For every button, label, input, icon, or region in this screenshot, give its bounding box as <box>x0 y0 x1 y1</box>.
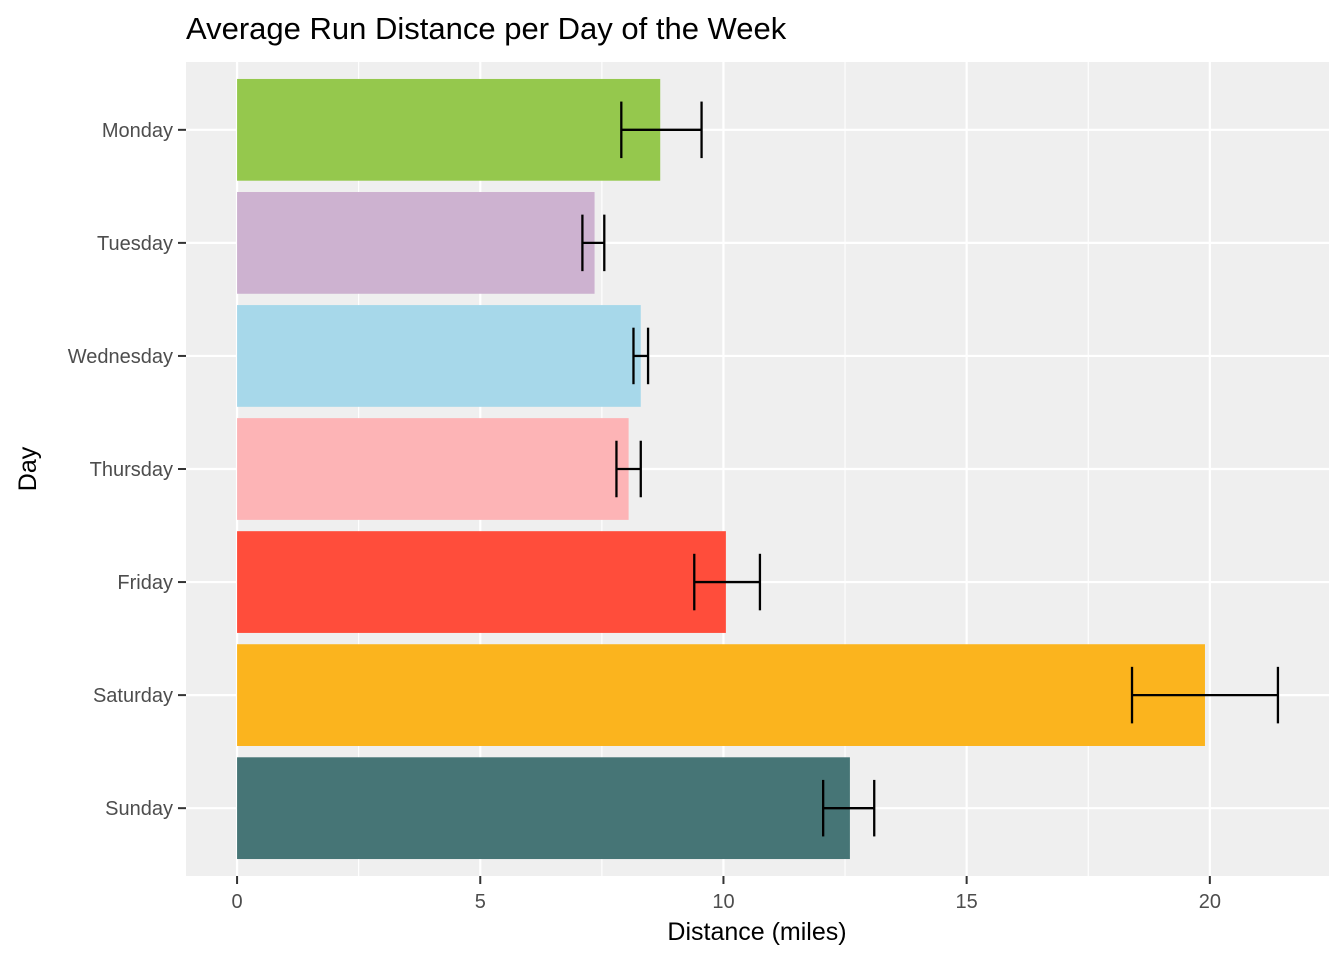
x-tick-label: 20 <box>1199 891 1221 913</box>
y-tick-label-saturday: Saturday <box>93 685 173 707</box>
y-tick-label-monday: Monday <box>102 120 173 142</box>
x-tick-label: 0 <box>232 891 243 913</box>
x-tick-label: 15 <box>956 891 978 913</box>
y-tick-label-wednesday: Wednesday <box>68 346 173 368</box>
chart-title: Average Run Distance per Day of the Week <box>186 11 787 46</box>
x-axis-title: Distance (miles) <box>667 918 846 946</box>
y-tick-label-tuesday: Tuesday <box>97 233 173 255</box>
bar-sunday <box>237 757 850 860</box>
bar-monday <box>237 78 661 181</box>
y-axis-title: Day <box>14 446 42 491</box>
bars <box>237 78 1205 860</box>
bar-friday <box>237 531 726 633</box>
y-tick-label-sunday: Sunday <box>105 798 173 820</box>
x-tick-label: 5 <box>475 891 486 913</box>
bar-thursday <box>237 418 629 520</box>
y-tick-label-thursday: Thursday <box>90 459 173 481</box>
bar-tuesday <box>237 192 595 294</box>
bar-saturday <box>237 644 1205 746</box>
y-tick-label-friday: Friday <box>117 572 173 594</box>
bar-wednesday <box>237 305 641 407</box>
x-tick-label: 10 <box>712 891 734 913</box>
error-bars <box>581 101 1280 837</box>
y-axis: Monday Tuesday Wednesday Thursday Friday Satu… <box>68 120 186 820</box>
x-axis: 0 5 10 15 20 <box>232 876 1221 913</box>
